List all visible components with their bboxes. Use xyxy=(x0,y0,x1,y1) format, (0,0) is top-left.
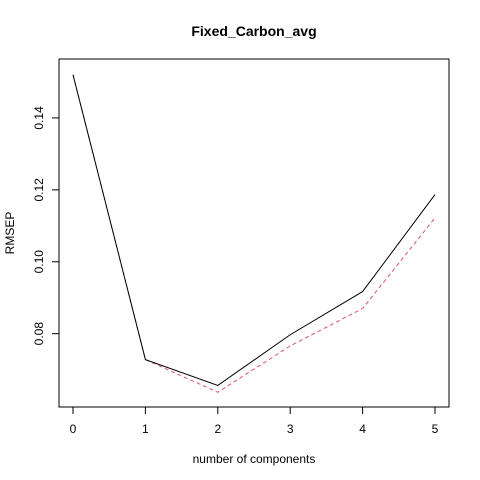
series-line-solid xyxy=(73,75,435,386)
y-tick-label: 0.12 xyxy=(32,178,46,202)
y-tick-label: 0.14 xyxy=(32,106,46,130)
y-axis-label: RMSEP xyxy=(3,212,17,255)
x-tick-label: 0 xyxy=(70,422,77,436)
x-axis: 0 1 2 3 4 5 xyxy=(70,407,439,436)
x-tick-label: 5 xyxy=(432,422,439,436)
chart-title: Fixed_Carbon_avg xyxy=(191,23,316,39)
x-tick-label: 4 xyxy=(359,422,366,436)
x-tick-label: 3 xyxy=(287,422,294,436)
y-axis: 0.08 0.10 0.12 0.14 xyxy=(32,106,59,345)
x-axis-label: number of components xyxy=(193,452,316,466)
x-tick-label: 2 xyxy=(214,422,221,436)
series-line-dashed xyxy=(73,75,435,392)
y-tick-label: 0.08 xyxy=(32,322,46,346)
series-layer xyxy=(73,75,435,392)
y-tick-label: 0.10 xyxy=(32,250,46,274)
plot-area-frame xyxy=(59,59,449,407)
x-tick-label: 1 xyxy=(142,422,149,436)
